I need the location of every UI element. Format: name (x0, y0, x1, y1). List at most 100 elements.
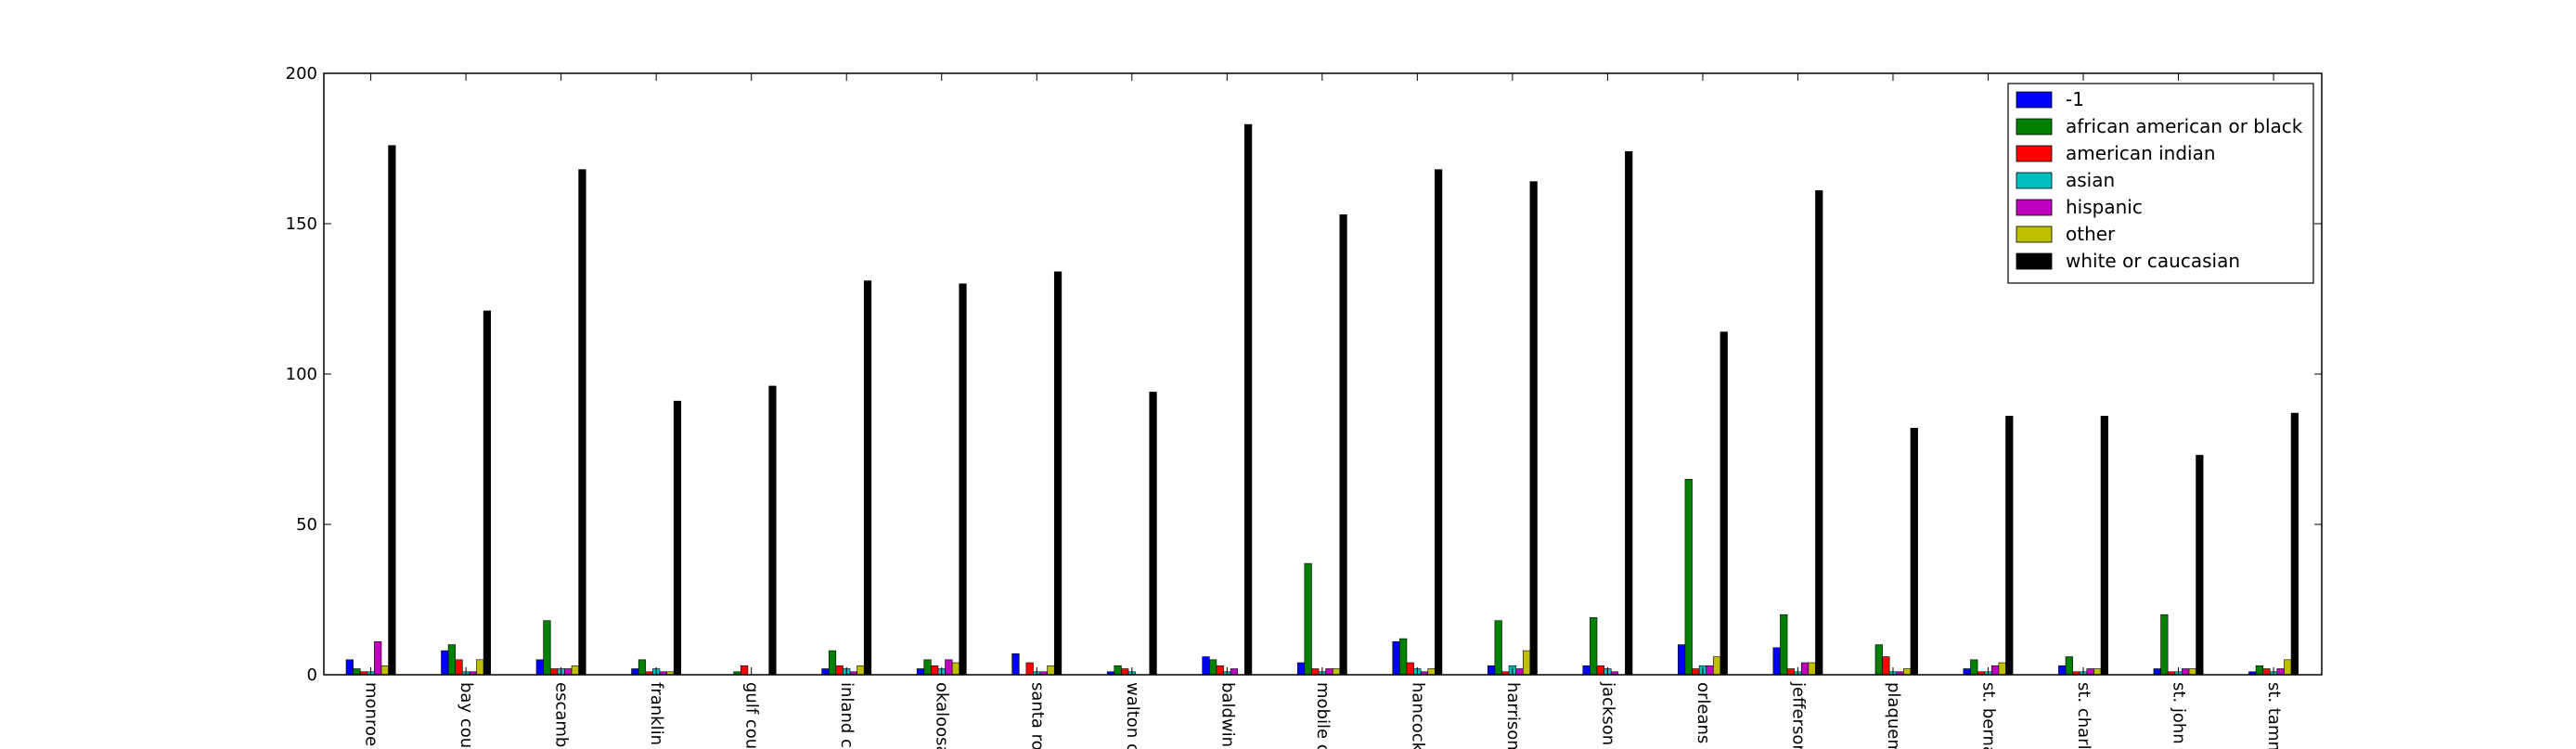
bar-7-10 (1244, 123, 1253, 676)
bar-7-2 (483, 310, 492, 676)
bar-2-15 (1684, 479, 1693, 676)
bar-6-8 (1047, 665, 1055, 676)
x-tick-label: st. john t (2170, 682, 2189, 749)
bar-3-8 (1025, 662, 1034, 676)
y-tick-label: 150 (286, 214, 317, 234)
x-tick-label: orleans p (1694, 682, 1713, 749)
bar-6-3 (571, 665, 579, 676)
x-tick-label: monroe c (362, 682, 381, 749)
bar-3-16 (1786, 668, 1795, 676)
y-tick-label: 100 (286, 365, 317, 384)
bar-2-1 (353, 668, 361, 676)
y-tick-label: 200 (286, 64, 317, 84)
bar-5-16 (1800, 662, 1810, 676)
bar-7-13 (1529, 181, 1538, 676)
bar-6-11 (1332, 668, 1341, 676)
bar-1-14 (1582, 665, 1591, 676)
x-tick-label: walton co (1123, 682, 1142, 749)
legend-label: other (2066, 223, 2116, 245)
x-tick-label: st. berna (1979, 682, 1999, 749)
bar-1-10 (1202, 656, 1210, 676)
y-tick-label: 50 (296, 515, 317, 535)
x-tick-label: st. charle (2074, 682, 2093, 749)
bar-6-21 (2284, 659, 2292, 676)
bar-2-9 (1114, 665, 1122, 676)
legend-label: asian (2066, 169, 2115, 191)
bar-5-10 (1230, 668, 1239, 676)
bar-6-15 (1713, 656, 1721, 676)
x-tick-label: mobile co (1313, 682, 1333, 749)
bar-2-21 (2255, 665, 2263, 676)
bar-2-17 (1874, 644, 1883, 676)
bar-3-10 (1216, 665, 1224, 676)
bar-1-13 (1487, 665, 1496, 676)
bar-2-14 (1590, 617, 1598, 676)
bar-1-19 (2058, 665, 2067, 676)
bar-7-20 (2196, 455, 2204, 676)
bar-6-18 (1998, 662, 2006, 676)
bar-7-17 (1910, 428, 1918, 676)
bar-6-6 (857, 665, 865, 676)
x-tick-label: okaloosa (933, 682, 952, 749)
bar-1-16 (1772, 647, 1781, 676)
bar-1-2 (441, 650, 449, 676)
bar-1-12 (1392, 641, 1400, 676)
bar-7-15 (1719, 331, 1728, 676)
bar-5-20 (2182, 668, 2190, 676)
bar-5-13 (1515, 668, 1524, 676)
bar-6-17 (1903, 668, 1912, 676)
x-tick-label: bay coun (457, 682, 476, 749)
bar-2-11 (1304, 562, 1312, 676)
bar-5-19 (2086, 668, 2094, 676)
bar-2-16 (1780, 613, 1788, 676)
bar-2-12 (1399, 638, 1408, 676)
bar-1-6 (821, 668, 830, 676)
legend-swatch (2016, 145, 2053, 162)
bar-1-7 (916, 668, 925, 676)
legend-swatch (2016, 199, 2053, 216)
bar-6-2 (476, 659, 484, 676)
legend-label: white or caucasian (2066, 250, 2240, 272)
bar-7-18 (2005, 416, 2014, 676)
bar-6-13 (1522, 650, 1531, 676)
x-tick-label: jefferson (1788, 681, 1808, 749)
x-tick-label: santa ros (1027, 682, 1047, 749)
legend-box (2007, 83, 2314, 284)
x-axis: monroe c bay coun escambia franklin c gulf c… (362, 73, 2284, 749)
bar-2-10 (1209, 659, 1217, 676)
bar-3-21 (2262, 668, 2271, 676)
x-tick-label: harrison (1503, 682, 1523, 749)
bar-6-12 (1427, 668, 1436, 676)
bar-2-6 (828, 650, 837, 676)
legend-label: african american or black (2066, 115, 2303, 137)
bar-1-11 (1296, 662, 1306, 676)
x-tick-label: inland co (837, 682, 857, 749)
bar-7-12 (1435, 169, 1443, 676)
bar-1-4 (631, 668, 639, 676)
x-tick-label: jackson c (1598, 681, 1617, 749)
bar-2-20 (2160, 613, 2169, 676)
legend-swatch (2016, 91, 2053, 109)
bar-7-1 (388, 145, 396, 676)
x-tick-label: plaquem (1884, 682, 1903, 749)
bar-1-15 (1678, 644, 1686, 676)
bar-1-8 (1011, 653, 1020, 676)
bar-3-11 (1311, 668, 1320, 676)
bar-6-7 (951, 662, 960, 676)
bar-5-7 (945, 659, 953, 676)
bar-6-1 (380, 665, 389, 676)
bar-3-6 (835, 665, 844, 676)
legend-label: hispanic (2066, 196, 2143, 218)
bar-7-3 (578, 169, 586, 676)
bar-3-7 (931, 665, 939, 676)
x-tick-label: baldwin c (1217, 682, 1237, 749)
bar-2-18 (1970, 659, 1978, 676)
bar-3-17 (1882, 656, 1890, 676)
legend-label: -1 (2066, 88, 2084, 110)
bar-3-5 (740, 665, 749, 676)
legend-swatch (2016, 118, 2053, 136)
bar-7-6 (863, 280, 872, 676)
bar-6-16 (1808, 662, 1816, 676)
x-tick-label: hancock (1408, 682, 1427, 749)
y-axis: 0 50 100 150 200 (286, 64, 2322, 685)
